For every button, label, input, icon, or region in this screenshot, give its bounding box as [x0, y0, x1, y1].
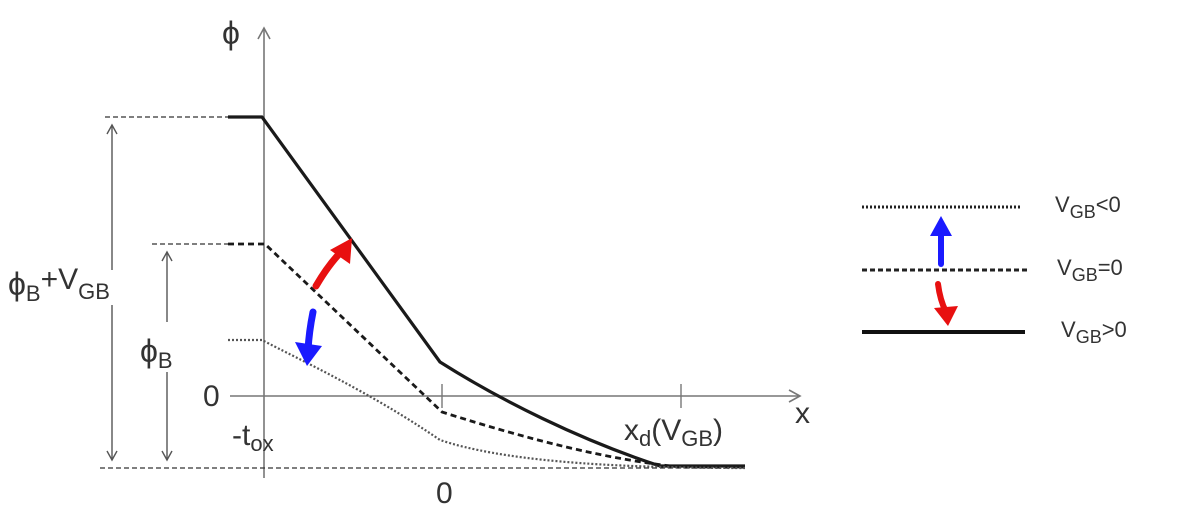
phiB-label: ϕB	[140, 333, 173, 373]
legend-label-vgb-positive: VGB>0	[1061, 317, 1127, 347]
x-axis-label: x	[795, 397, 810, 430]
xd-label: xd(VGB)	[624, 414, 723, 451]
blue-down-arrow	[295, 308, 322, 366]
curve-vgb-zero	[228, 242, 745, 469]
y-axis-label: ϕ	[222, 15, 240, 51]
tox-label: -tox	[232, 419, 274, 456]
phiB-plus-VGB-label: ϕB+VGB	[8, 263, 110, 306]
zero-left-label: 0	[203, 380, 220, 413]
curve-vgb-negative	[228, 338, 746, 470]
zero-bottom-label: 0	[436, 477, 453, 510]
legend-label-vgb-negative: VGB<0	[1055, 192, 1121, 222]
legend-blue-up-arrow	[930, 216, 952, 267]
curve-vgb-positive	[228, 115, 745, 468]
legend-red-down-arrow	[934, 281, 958, 326]
legend: VGB<0 VGB=0 VGB>0	[862, 192, 1127, 347]
red-up-arrow	[312, 238, 352, 290]
legend-label-vgb-zero: VGB=0	[1057, 255, 1123, 285]
